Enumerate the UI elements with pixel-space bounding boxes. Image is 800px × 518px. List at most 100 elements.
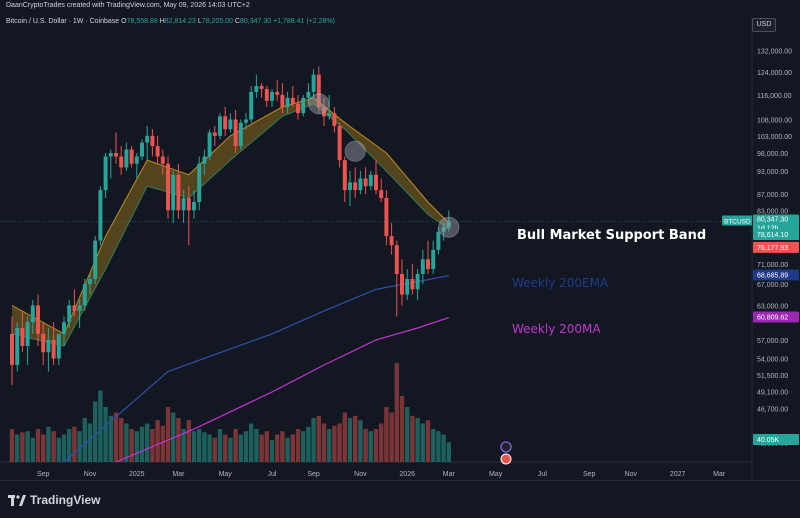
candle-body xyxy=(223,116,228,130)
candle xyxy=(30,299,35,334)
bmsb-band-fill xyxy=(12,97,449,346)
volume-bar xyxy=(176,418,181,462)
volume-bar xyxy=(332,425,337,462)
price-chart[interactable]: 132,000.00 124,000.00 116,000.00 108,000.00… xyxy=(0,0,800,480)
candle xyxy=(145,125,150,161)
candle xyxy=(415,269,420,300)
volume-bar xyxy=(217,429,223,462)
x-tick-label: 2027 xyxy=(670,471,686,478)
ema200-annotation: Weekly 200EMA xyxy=(512,276,609,290)
candle xyxy=(410,264,415,295)
candle-body xyxy=(441,227,446,232)
volume-bar xyxy=(119,418,124,462)
volume-bar xyxy=(321,423,327,462)
candle-body xyxy=(270,91,274,101)
candle xyxy=(405,269,410,300)
price-label-bg xyxy=(753,434,799,445)
candle-body xyxy=(358,178,363,191)
currency-button[interactable]: USD xyxy=(752,18,776,32)
candle xyxy=(420,249,425,285)
candle xyxy=(384,190,389,246)
x-tick-label: May xyxy=(219,471,233,478)
candle-body xyxy=(207,132,212,157)
volume-bar xyxy=(420,423,425,462)
candle xyxy=(290,86,295,107)
candle xyxy=(150,129,155,157)
candle xyxy=(379,178,384,203)
volume-bar xyxy=(306,426,311,462)
close-label: C xyxy=(234,18,240,25)
tradingview-logo[interactable]: TradingView xyxy=(8,493,100,507)
volume-bar xyxy=(384,407,389,462)
candle-body xyxy=(249,91,254,120)
close-value: 80,347.30 xyxy=(239,18,272,25)
y-tick-label: 108,000.00 xyxy=(757,117,792,124)
volume-bar xyxy=(280,431,285,462)
candle-body xyxy=(368,174,373,187)
price-label-value: 68,685.89 xyxy=(757,273,788,280)
candle-body xyxy=(98,190,103,241)
candle-body xyxy=(342,160,347,191)
candle xyxy=(56,333,61,365)
candle-body xyxy=(415,273,420,290)
volume-bar xyxy=(301,431,306,462)
candle-body xyxy=(431,249,436,270)
candle xyxy=(436,227,441,255)
x-tick-label: Jul xyxy=(268,471,277,478)
candle-body xyxy=(67,305,72,323)
candle-body xyxy=(108,152,113,157)
candle-body xyxy=(192,202,196,211)
y-tick-label: 51,500.00 xyxy=(757,373,788,380)
candle xyxy=(15,322,20,372)
candle-body xyxy=(124,149,129,168)
candle-body xyxy=(93,240,98,280)
candle-body xyxy=(363,178,368,187)
candle-body xyxy=(446,221,451,228)
volume-bar xyxy=(72,426,77,462)
candle xyxy=(67,299,72,328)
symbol-tag-text: BTCUSD xyxy=(724,218,751,225)
last-price-label: 80,347.30 1d 12h BTCUSD xyxy=(722,214,799,234)
candle xyxy=(270,88,274,107)
symbol-legend: Bitcoin / U.S. Dollar · 1W · Coinbase O7… xyxy=(6,18,335,25)
price-label: 68,685.89 xyxy=(753,269,799,281)
candle xyxy=(108,149,113,179)
ma200-annotation: Weekly 200MA xyxy=(512,322,601,336)
x-tick-label: Sep xyxy=(37,471,50,478)
volume-bar xyxy=(35,429,41,462)
candle xyxy=(368,171,373,191)
price-label: 60,809.62 xyxy=(753,311,799,323)
y-tick-label: 57,000.00 xyxy=(757,338,788,345)
candle-body xyxy=(41,333,46,353)
x-tick-label: Sep xyxy=(307,471,320,478)
volume-bar xyxy=(363,429,368,462)
volume-bar xyxy=(285,437,290,462)
candle xyxy=(124,142,129,172)
volume-bar xyxy=(316,415,321,462)
volume-bar xyxy=(405,407,410,462)
highlight-circle xyxy=(344,140,366,162)
candle-body xyxy=(25,322,30,346)
candle-body xyxy=(353,182,358,191)
footer-bar: TradingView xyxy=(0,480,800,518)
candle xyxy=(103,152,108,199)
volume-bar xyxy=(342,412,347,462)
candle xyxy=(36,294,40,346)
symbol-name[interactable]: Bitcoin / U.S. Dollar · 1W · Coinbase xyxy=(6,18,120,25)
candle xyxy=(337,122,342,168)
x-tick-label: Mar xyxy=(713,471,726,478)
tradingview-logo-icon xyxy=(8,494,26,506)
candle xyxy=(389,222,394,255)
candle xyxy=(400,259,404,306)
volume-bar xyxy=(108,415,113,462)
candle xyxy=(20,310,25,353)
y-tick-label: 71,000.00 xyxy=(757,262,788,269)
highlight-circle xyxy=(438,216,460,238)
candle xyxy=(88,273,92,295)
header-bar: DaanCryptoTrades created with TradingVie… xyxy=(0,0,800,14)
candle xyxy=(374,160,378,195)
candle-body xyxy=(254,86,259,92)
candle-body xyxy=(62,322,66,334)
candle xyxy=(238,119,243,150)
candle-body xyxy=(348,182,352,191)
